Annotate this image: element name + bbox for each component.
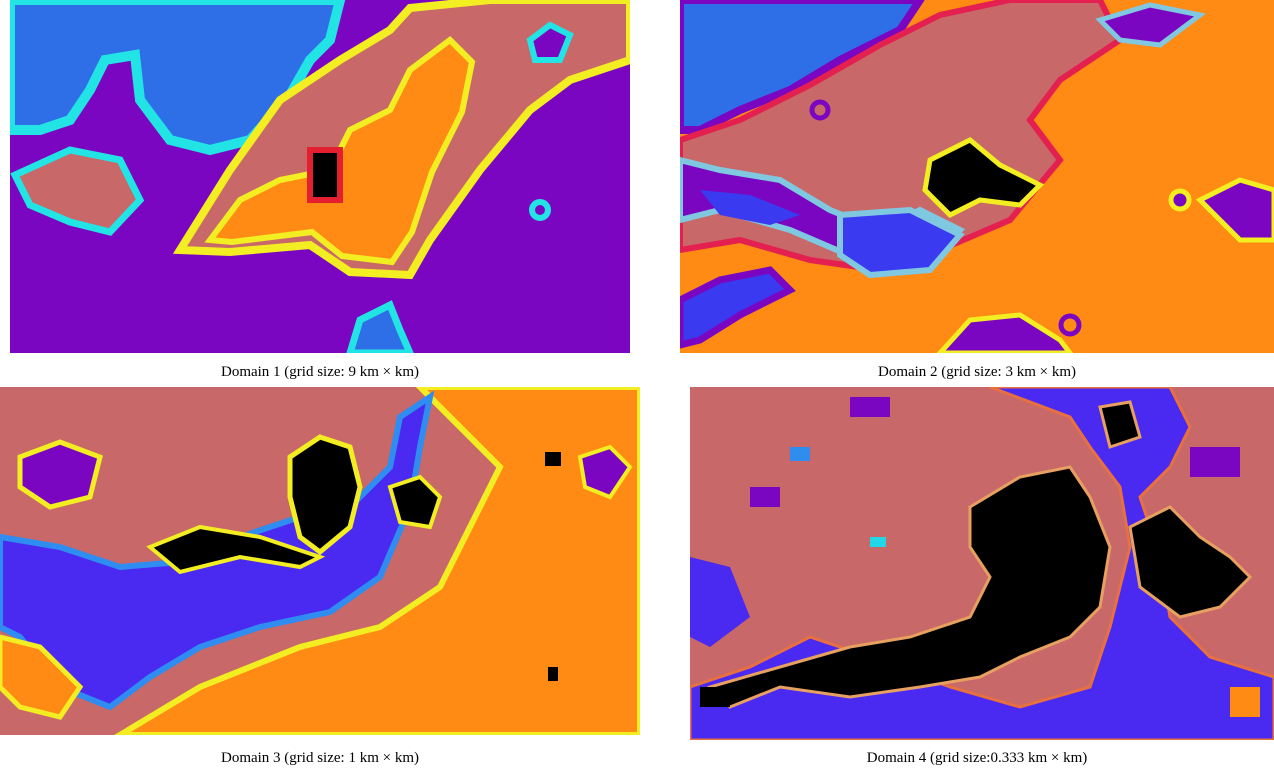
- region-purple: [20, 442, 100, 507]
- region-cyan: [870, 537, 886, 547]
- map-domain-3: [0, 387, 640, 735]
- region-spot: [1061, 316, 1079, 334]
- region-black: [548, 667, 558, 681]
- region-purple: [1190, 447, 1240, 477]
- region-cyan: [790, 447, 810, 461]
- region-orange: [1230, 687, 1260, 717]
- page: Domain 1 (grid size: 9 km × km) Domain 2…: [0, 0, 1274, 772]
- caption: Domain 2 (grid size: 3 km × km): [878, 364, 1076, 380]
- region-black: [700, 687, 730, 707]
- region-spot: [1171, 191, 1189, 209]
- caption: Domain 4 (grid size:0.333 km × km): [867, 750, 1088, 766]
- map-domain-4: [690, 387, 1274, 740]
- figure: Domain 1 (grid size: 9 km × km) Domain 2…: [0, 0, 1274, 772]
- map-domain-1: [10, 0, 630, 353]
- caption: Domain 3 (grid size: 1 km × km): [221, 750, 419, 766]
- region-spot: [532, 202, 548, 218]
- region-black: [545, 452, 561, 466]
- region-spot: [812, 102, 828, 118]
- region-black: [310, 150, 340, 200]
- region-purple: [850, 397, 890, 417]
- map-domain-2: [680, 0, 1274, 353]
- caption: Domain 1 (grid size: 9 km × km): [221, 364, 419, 380]
- region-purple: [750, 487, 780, 507]
